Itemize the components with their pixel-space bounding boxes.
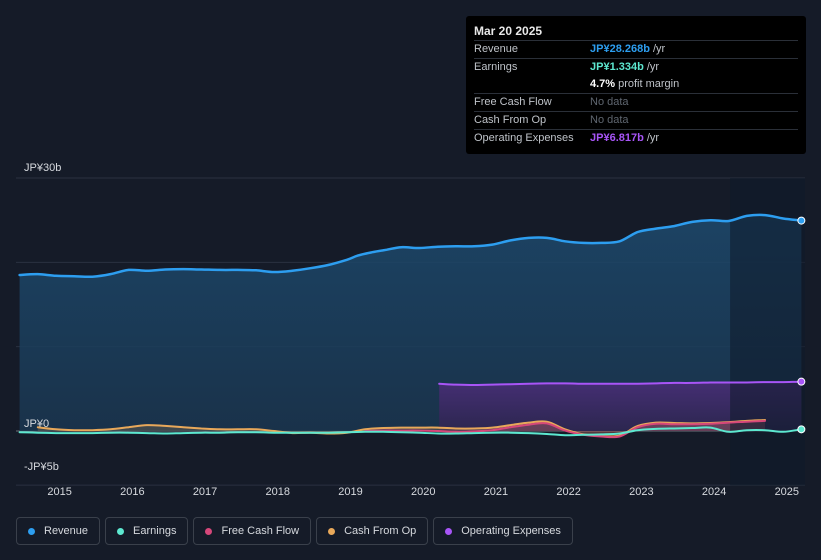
tooltip-row-margin: 4.7% profit margin <box>474 76 798 93</box>
tooltip-unit-revenue: /yr <box>652 43 666 55</box>
x-tick-label-2019: 2019 <box>338 486 362 498</box>
tooltip-value-revenue: JP¥28.268b <box>590 43 650 55</box>
tooltip-label-opex: Operating Expenses <box>474 132 574 144</box>
tooltip-row-cfo: Cash From Op No data <box>474 111 798 129</box>
cash-from-op-line <box>36 419 766 438</box>
tooltip-value-cfo: No data <box>590 114 629 126</box>
legend-dot-fcf-icon <box>205 527 213 535</box>
tooltip-row-fcf: Free Cash Flow No data <box>474 93 798 111</box>
legend-label-revenue: Revenue <box>44 525 89 537</box>
operating-expenses-line <box>438 380 803 387</box>
tooltip-label-cfo: Cash From Op <box>474 114 547 126</box>
revenue-end-point[interactable] <box>797 216 806 225</box>
legend: Revenue Earnings Free Cash Flow Cash Fro… <box>16 517 573 545</box>
tooltip-label-fcf: Free Cash Flow <box>474 96 552 108</box>
tooltip-unit-earnings: /yr <box>646 61 660 73</box>
legend-dot-revenue-icon <box>28 527 35 535</box>
revenue-area <box>19 214 802 431</box>
x-tick-label-2016: 2016 <box>120 486 144 498</box>
earnings-end-point[interactable] <box>797 425 806 434</box>
tooltip-value-opex: JP¥6.817b <box>590 132 644 144</box>
legend-item-cash-from-op[interactable]: Cash From Op <box>316 517 429 545</box>
legend-label-earnings: Earnings <box>133 525 177 537</box>
tooltip-value-earnings: JP¥1.334b <box>590 61 644 73</box>
x-tick-label-2024: 2024 <box>702 486 726 498</box>
y-axis-label-top: JP¥30b <box>24 162 61 174</box>
tooltip-row-revenue: Revenue JP¥28.268b /yr <box>474 40 798 58</box>
tooltip-unit-margin: profit margin <box>618 78 680 90</box>
revenue-line <box>18 213 803 279</box>
tooltip-date: Mar 20 2025 <box>474 24 543 38</box>
legend-item-revenue[interactable]: Revenue <box>16 517 101 545</box>
legend-label-operating-expenses: Operating Expenses <box>461 525 561 537</box>
operating-expenses-end-point[interactable] <box>797 377 806 386</box>
y-axis-label-bottom: -JP¥5b <box>24 461 59 473</box>
tooltip-label-earnings: Earnings <box>474 61 518 73</box>
x-tick-label-2015: 2015 <box>47 486 71 498</box>
legend-label-free-cash-flow: Free Cash Flow <box>221 525 300 537</box>
x-tick-label-2020: 2020 <box>411 486 435 498</box>
x-tick-label-2025: 2025 <box>775 486 799 498</box>
tooltip-label-revenue: Revenue <box>474 43 519 55</box>
tooltip: Mar 20 2025 Revenue JP¥28.268b /yr Earni… <box>466 16 806 154</box>
tooltip-value-margin: 4.7% <box>590 78 616 90</box>
tooltip-row-opex: Operating Expenses JP¥6.817b /yr <box>474 129 798 147</box>
legend-item-earnings[interactable]: Earnings <box>105 517 189 545</box>
x-tick-label-2017: 2017 <box>193 486 217 498</box>
y-axis-label-zero: JP¥0 <box>24 418 49 430</box>
legend-item-free-cash-flow[interactable]: Free Cash Flow <box>193 517 312 545</box>
legend-dot-earnings-icon <box>117 527 125 535</box>
tooltip-value-fcf: No data <box>590 96 629 108</box>
x-tick-label-2023: 2023 <box>629 486 653 498</box>
free-cash-flow-area <box>365 420 765 438</box>
x-tick-label-2021: 2021 <box>484 486 508 498</box>
tooltip-unit-opex: /yr <box>646 132 660 144</box>
tooltip-row-earnings: Earnings JP¥1.334b /yr <box>474 58 798 76</box>
legend-dot-cfo-icon <box>328 527 336 535</box>
x-tick-label-2022: 2022 <box>556 486 580 498</box>
earnings-line <box>18 426 803 437</box>
legend-item-operating-expenses[interactable]: Operating Expenses <box>433 517 573 545</box>
legend-dot-opex-icon <box>445 527 453 535</box>
x-tick-label-2018: 2018 <box>266 486 290 498</box>
operating-expenses-area <box>439 381 802 431</box>
forecast-band <box>730 178 805 486</box>
free-cash-flow-line <box>364 419 766 439</box>
legend-label-cash-from-op: Cash From Op <box>344 525 417 537</box>
